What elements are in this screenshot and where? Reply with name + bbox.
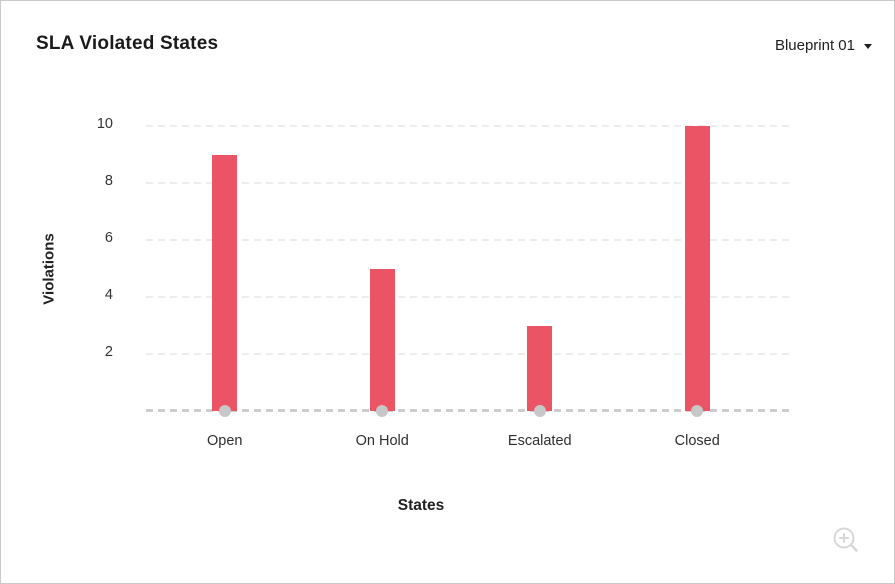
y-tick-label: 2	[104, 344, 113, 360]
x-axis-baseline	[146, 409, 791, 412]
baseline-marker	[533, 405, 546, 417]
baseline-marker	[691, 405, 704, 417]
bar-on-hold[interactable]	[369, 268, 395, 411]
y-tick-label: 10	[96, 116, 113, 132]
plot-area	[146, 125, 791, 417]
x-tick-label: On Hold	[355, 433, 409, 449]
x-tick-label: Closed	[674, 433, 720, 449]
bar-open[interactable]	[212, 154, 238, 411]
bar-closed[interactable]	[684, 126, 710, 411]
gridline	[146, 182, 791, 184]
x-tick-label: Open	[207, 433, 243, 449]
blueprint-dropdown-label: Blueprint 01	[774, 37, 855, 54]
bar-escalated[interactable]	[527, 325, 553, 411]
blueprint-dropdown[interactable]: Blueprint 01	[775, 37, 872, 54]
y-tick-label: 6	[104, 230, 113, 246]
gridline	[146, 353, 791, 355]
gridline	[146, 125, 791, 127]
baseline-marker	[376, 405, 389, 417]
y-axis-title: Violations	[40, 233, 58, 305]
gridline	[146, 239, 791, 241]
x-axis-title: States	[397, 497, 445, 514]
y-tick-label: 4	[104, 287, 113, 303]
baseline-marker	[218, 405, 231, 417]
y-tick-label: 8	[104, 173, 113, 189]
chevron-down-icon	[864, 44, 872, 49]
page-title: SLA Violated States	[36, 33, 219, 54]
x-tick-label: Escalated	[507, 433, 572, 449]
gridline	[146, 296, 791, 298]
zoom-in-icon[interactable]	[829, 523, 865, 559]
